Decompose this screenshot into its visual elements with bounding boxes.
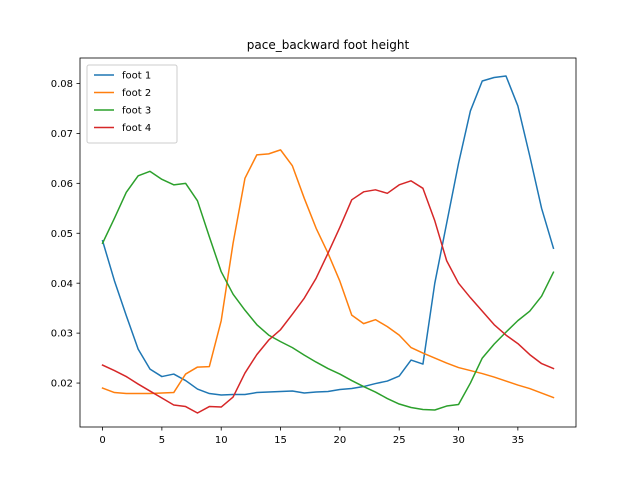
y-tick-label: 0.06 <box>51 179 73 190</box>
y-tick-label: 0.05 <box>51 229 73 240</box>
x-tick-label: 20 <box>333 435 346 446</box>
series-line-foot-1 <box>101 75 555 396</box>
chart-title: pace_backward foot height <box>247 38 410 52</box>
y-tick-label: 0.03 <box>51 329 73 340</box>
x-tick-label: 15 <box>274 435 287 446</box>
y-axis: 0.02 0.03 0.04 0.05 0.06 0.07 0.08 <box>51 79 80 390</box>
series-line-foot-4 <box>101 180 555 414</box>
plot-area <box>101 75 555 414</box>
legend-box <box>86 64 178 144</box>
x-tick-label: 30 <box>452 435 465 446</box>
legend-label-foot-1: foot 1 <box>122 71 151 82</box>
axes-frame <box>79 57 577 428</box>
y-tick-label: 0.07 <box>51 129 73 140</box>
legend: foot 1 foot 2 foot 3 foot 4 <box>86 64 178 144</box>
x-tick-label: 0 <box>99 435 105 446</box>
y-tick-label: 0.04 <box>51 279 73 290</box>
x-tick-label: 5 <box>159 435 165 446</box>
x-tick-label: 35 <box>511 435 524 446</box>
x-tick-label: 25 <box>393 435 406 446</box>
y-tick-label: 0.08 <box>51 79 73 90</box>
legend-label-foot-3: foot 3 <box>122 106 151 117</box>
x-axis: 0 5 10 15 20 25 30 35 <box>99 427 524 446</box>
legend-label-foot-2: foot 2 <box>122 88 151 99</box>
series-line-foot-3 <box>101 170 555 411</box>
legend-label-foot-4: foot 4 <box>122 123 151 134</box>
y-tick-label: 0.02 <box>51 379 73 390</box>
x-tick-label: 10 <box>215 435 228 446</box>
